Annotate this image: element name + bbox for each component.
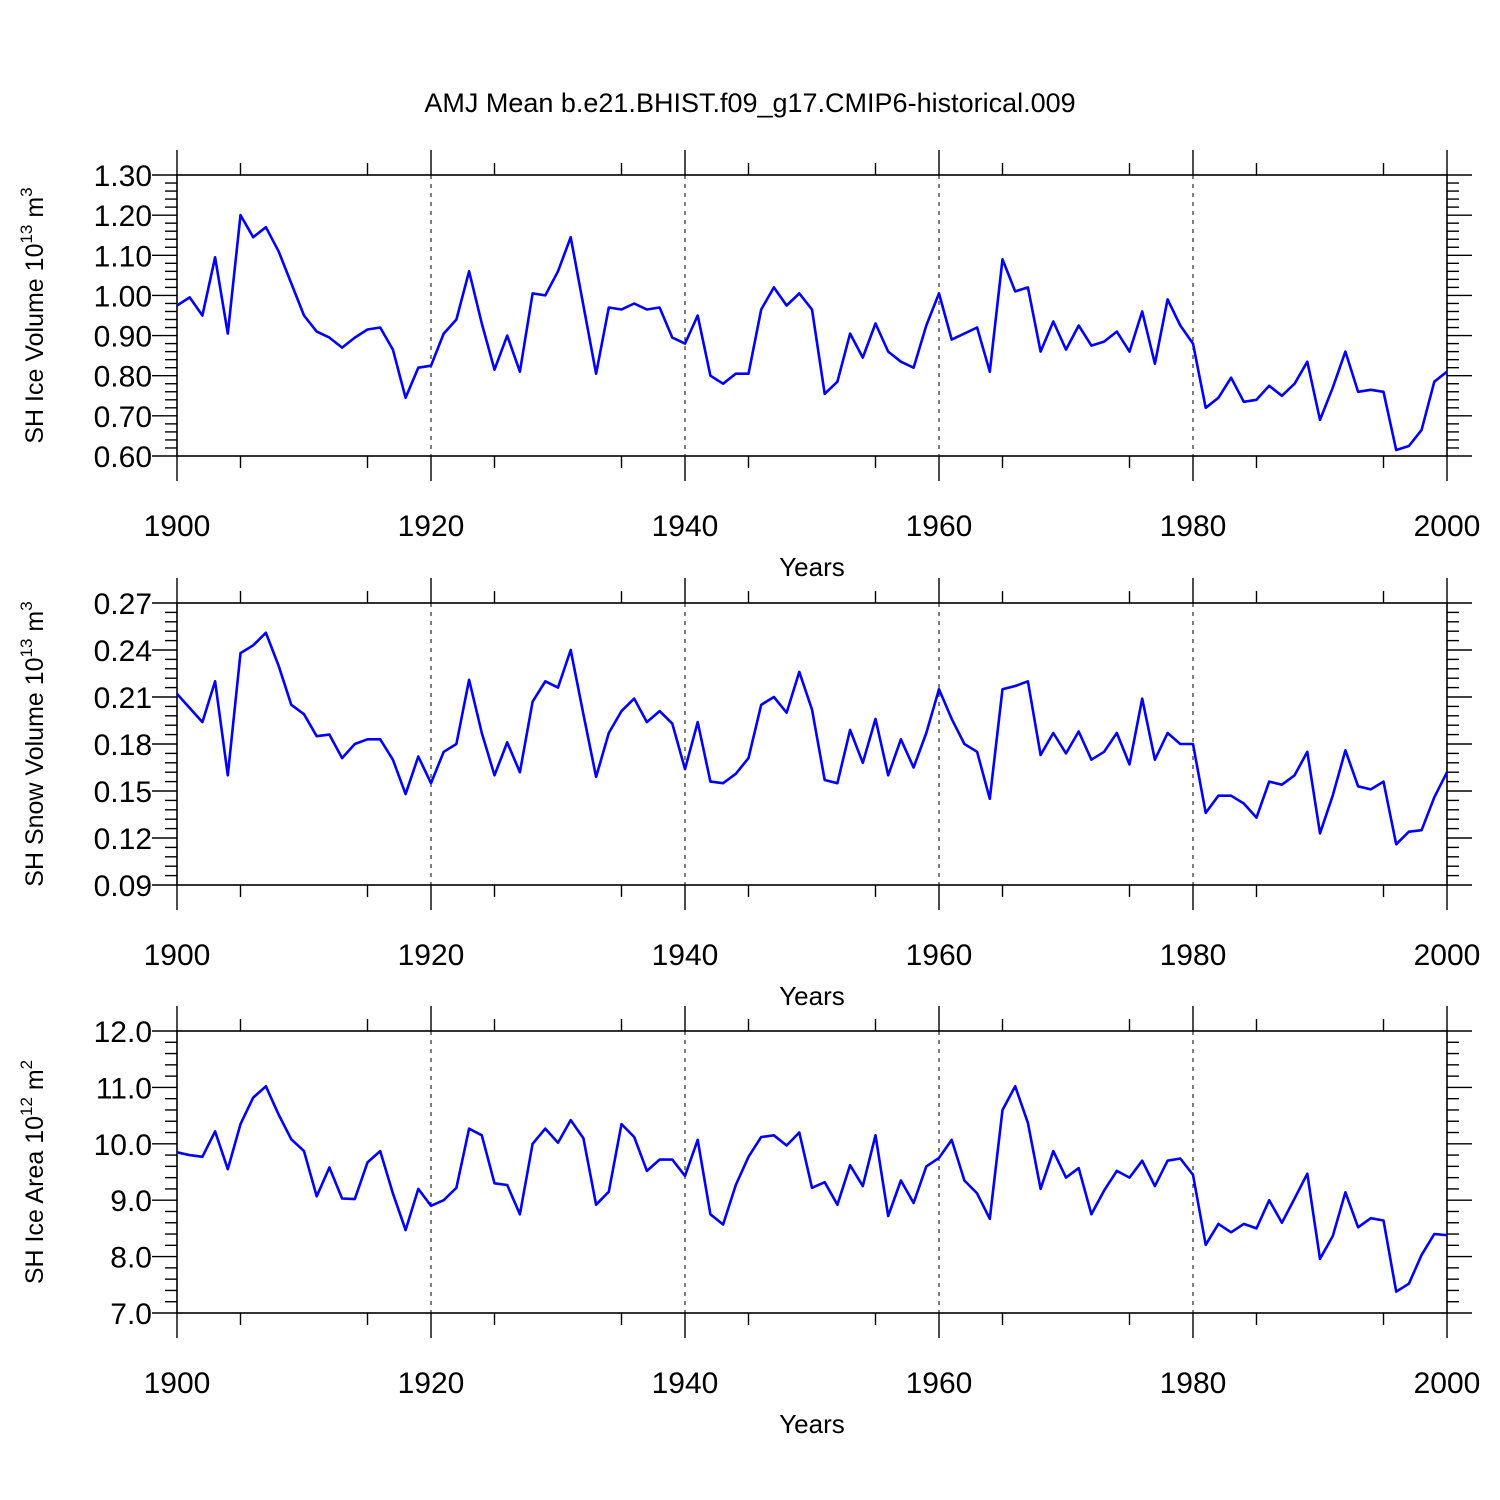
y-tick-label-0.09: 0.09 [94, 870, 152, 903]
y-tick-label-0.12: 0.12 [94, 823, 152, 856]
x-tick-label-1980: 1980 [1160, 510, 1227, 543]
x-tick-label-1940: 1940 [652, 939, 719, 972]
y-tick-label-0.15: 0.15 [94, 776, 152, 809]
panel-snow-volume-xlabel: Years [779, 981, 845, 1011]
ylabel-unit: m [21, 611, 49, 639]
panel-snow-volume-ytick-labels: 0.09 0.12 0.15 0.18 0.21 0.24 0.27 [94, 588, 152, 903]
panel-ice-volume-xlabel: Years [779, 552, 845, 582]
y-tick-label-7.0: 7.0 [110, 1298, 152, 1331]
ice-volume-series-line [176, 213, 1448, 452]
panel-ice-area-frame [176, 1030, 1448, 1314]
y-tick-label-1.20: 1.20 [94, 200, 152, 233]
figure-title: AMJ Mean b.e21.BHIST.f09_g17.CMIP6-histo… [424, 88, 1075, 118]
y-tick-label-0.21: 0.21 [94, 682, 152, 715]
y-tick-label-1.10: 1.10 [94, 240, 152, 273]
ylabel-main: SH Ice Area 10 [21, 1116, 49, 1284]
ylabel-exponent: 12 [17, 1097, 36, 1116]
panel-snow-volume-ticks [152, 578, 1472, 910]
ylabel-exponent: 13 [17, 225, 36, 244]
x-tick-label-1940: 1940 [652, 1367, 719, 1400]
ylabel-unit: m [21, 1069, 49, 1097]
y-tick-label-11.0: 11.0 [96, 1072, 152, 1105]
panel-snow-volume-ylabel: SH Snow Volume 1013 m3 [17, 601, 49, 886]
panel-ice-area-ticks [152, 1006, 1472, 1338]
panel-ice-area-xtick-labels: 1900 1920 1940 1960 1980 2000 [144, 1367, 1481, 1400]
x-tick-label-1980: 1980 [1160, 1367, 1227, 1400]
panel-ice-area-ylabel: SH Ice Area 1012 m2 [17, 1060, 49, 1284]
x-tick-label-1900: 1900 [144, 510, 211, 543]
y-tick-label-0.70: 0.70 [94, 401, 152, 434]
x-tick-label-1960: 1960 [906, 510, 973, 543]
ylabel-exponent: 13 [17, 639, 36, 658]
x-tick-label-1900: 1900 [144, 1367, 211, 1400]
x-tick-label-1940: 1940 [652, 510, 719, 543]
x-tick-label-1920: 1920 [398, 510, 465, 543]
y-tick-label-0.90: 0.90 [94, 321, 152, 354]
x-tick-label-1960: 1960 [906, 939, 973, 972]
x-tick-label-1920: 1920 [398, 1367, 465, 1400]
panel-ice-volume-grid [430, 175, 1194, 456]
x-tick-label-2000: 2000 [1414, 1367, 1481, 1400]
ice-area-series-line [176, 1085, 1448, 1293]
ylabel-unit-exponent: 3 [17, 601, 36, 610]
x-tick-label-1920: 1920 [398, 939, 465, 972]
ylabel-unit-exponent: 2 [17, 1060, 36, 1069]
panel-snow-volume-frame [176, 602, 1448, 886]
panel-ice-area-ytick-labels: 7.0 8.0 9.0 10.0 11.0 12.0 [94, 1016, 152, 1331]
y-tick-label-12.0: 12.0 [94, 1016, 152, 1049]
y-tick-label-0.60: 0.60 [94, 441, 152, 474]
ylabel-main: SH Snow Volume 10 [21, 657, 49, 886]
x-tick-label-2000: 2000 [1414, 510, 1481, 543]
panel-snow-volume: 0.09 0.12 0.15 0.18 0.21 0.24 0.27 1900 1920 194… [17, 578, 1480, 1011]
y-tick-label-0.27: 0.27 [94, 588, 152, 621]
y-tick-label-1.30: 1.30 [94, 160, 152, 193]
ylabel-main: SH Ice Volume 10 [21, 244, 49, 444]
panel-snow-volume-grid [430, 603, 1194, 885]
ylabel-unit: m [21, 197, 49, 225]
y-tick-label-9.0: 9.0 [110, 1185, 152, 1218]
x-tick-label-1980: 1980 [1160, 939, 1227, 972]
y-tick-label-0.24: 0.24 [94, 635, 152, 668]
snow-volume-series-line [176, 631, 1449, 846]
y-tick-label-0.80: 0.80 [94, 361, 152, 394]
panel-snow-volume-xtick-labels: 1900 1920 1940 1960 1980 2000 [144, 939, 1481, 972]
panel-ice-volume-xtick-labels: 1900 1920 1940 1960 1980 2000 [144, 510, 1481, 543]
panel-ice-volume-ytick-labels: 0.60 0.70 0.80 0.90 1.00 1.10 1.20 1.30 [94, 160, 152, 474]
x-tick-label-2000: 2000 [1414, 939, 1481, 972]
ylabel-unit-exponent: 3 [17, 187, 36, 196]
y-tick-label-8.0: 8.0 [110, 1242, 152, 1275]
panel-ice-area-xlabel: Years [779, 1409, 845, 1439]
y-tick-label-10.0: 10.0 [94, 1129, 152, 1162]
x-tick-label-1900: 1900 [144, 939, 211, 972]
panel-ice-area-grid [430, 1031, 1194, 1313]
panel-ice-volume-frame [176, 174, 1448, 457]
panel-ice-volume-ticks [152, 150, 1472, 481]
panel-ice-volume-ylabel: SH Ice Volume 1013 m3 [17, 187, 49, 443]
x-tick-label-1960: 1960 [906, 1367, 973, 1400]
panel-ice-volume: 0.60 0.70 0.80 0.90 1.00 1.10 1.20 1.30 1900 192… [17, 150, 1480, 582]
y-tick-label-0.18: 0.18 [94, 729, 152, 762]
y-tick-label-1.00: 1.00 [94, 280, 152, 313]
panel-ice-area: 7.08.09.010.011.012.0 1900 1920 1940 1960 19… [17, 1006, 1480, 1439]
